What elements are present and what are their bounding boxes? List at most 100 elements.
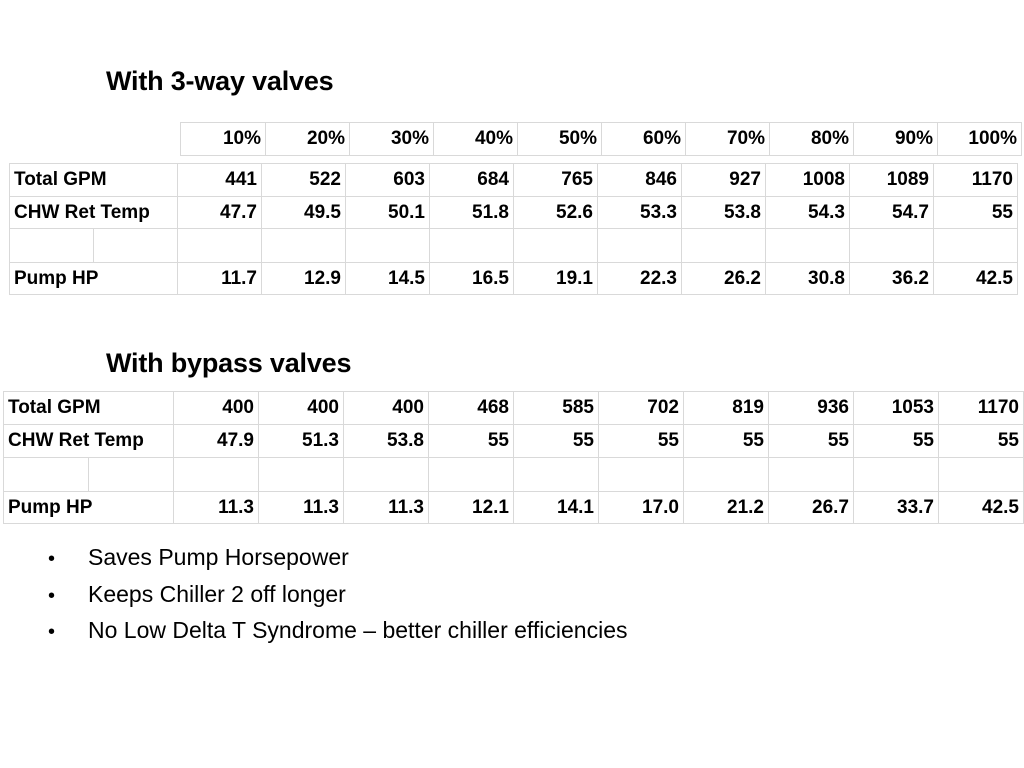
empty-row	[9, 228, 1018, 263]
table-cell: 52.6	[513, 196, 598, 229]
list-item-text: Saves Pump Horsepower	[88, 544, 349, 570]
percent-header-cell: 10%	[180, 122, 266, 156]
table-cell: 400	[258, 391, 344, 425]
table-cell: 684	[429, 163, 514, 197]
percent-header-cell: 80%	[769, 122, 854, 156]
heading-bypass-valves: With bypass valves	[106, 348, 352, 378]
table-cell: 26.2	[681, 262, 766, 295]
empty-cell	[9, 228, 94, 263]
table-cell: 1170	[933, 163, 1018, 197]
table-cell: 1170	[938, 391, 1024, 425]
row-label: Total GPM	[9, 163, 178, 197]
three-way-valves-table: Total GPM 441 522 603 684 765 846 927 10…	[9, 163, 1018, 295]
percent-header-cell: 20%	[265, 122, 350, 156]
benefits-list: • Saves Pump Horsepower • Keeps Chiller 2 …	[48, 540, 628, 650]
table-cell: 927	[681, 163, 766, 197]
empty-cell	[853, 457, 939, 492]
table-cell: 468	[428, 391, 514, 425]
table-row: Pump HP 11.7 12.9 14.5 16.5 19.1 22.3 26…	[9, 262, 1018, 295]
table-cell: 585	[513, 391, 599, 425]
percent-header-cell: 50%	[517, 122, 602, 156]
empty-cell	[3, 457, 89, 492]
table-cell: 11.7	[177, 262, 262, 295]
table-row: CHW Ret Temp 47.9 51.3 53.8 55 55 55 55 …	[3, 424, 1024, 458]
table-cell: 51.3	[258, 424, 344, 458]
bullet-dot-icon: •	[48, 584, 56, 607]
table-cell: 51.8	[429, 196, 514, 229]
table-cell: 21.2	[683, 491, 769, 524]
table-cell: 11.3	[343, 491, 429, 524]
table-cell: 400	[343, 391, 429, 425]
table-cell: 55	[428, 424, 514, 458]
table-row: CHW Ret Temp 47.7 49.5 50.1 51.8 52.6 53…	[9, 196, 1018, 229]
table-cell: 55	[768, 424, 854, 458]
percent-header-cell: 30%	[349, 122, 434, 156]
empty-cell	[261, 228, 346, 263]
table-cell: 1008	[765, 163, 850, 197]
bullet-dot-icon: •	[48, 548, 56, 570]
percent-header-row: 10% 20% 30% 40% 50% 60% 70% 80% 90% 100%	[180, 122, 1022, 156]
empty-cell	[173, 457, 259, 492]
empty-cell	[345, 228, 430, 263]
table-cell: 55	[513, 424, 599, 458]
table-cell: 54.7	[849, 196, 934, 229]
table-cell: 55	[933, 196, 1018, 229]
list-item-text: No Low Delta T Syndrome – better chiller…	[88, 617, 628, 643]
table-cell: 42.5	[938, 491, 1024, 524]
table-cell: 400	[173, 391, 259, 425]
table-cell: 12.9	[261, 262, 346, 295]
heading-3-way-valves: With 3-way valves	[106, 66, 334, 96]
table-cell: 19.1	[513, 262, 598, 295]
empty-cell	[513, 457, 599, 492]
table-cell: 55	[598, 424, 684, 458]
row-label: Total GPM	[3, 391, 174, 425]
percent-header-table: 10% 20% 30% 40% 50% 60% 70% 80% 90% 100%	[180, 122, 1022, 156]
table-cell: 36.2	[849, 262, 934, 295]
row-label: Pump HP	[9, 262, 178, 295]
table-cell: 14.5	[345, 262, 430, 295]
table-cell: 50.1	[345, 196, 430, 229]
table-cell: 54.3	[765, 196, 850, 229]
table-row: Total GPM 441 522 603 684 765 846 927 10…	[9, 163, 1018, 197]
empty-cell	[938, 457, 1024, 492]
empty-cell	[765, 228, 850, 263]
table-cell: 765	[513, 163, 598, 197]
table-cell: 819	[683, 391, 769, 425]
table-cell: 12.1	[428, 491, 514, 524]
table-cell: 1053	[853, 391, 939, 425]
table-cell: 1089	[849, 163, 934, 197]
percent-header-cell: 40%	[433, 122, 518, 156]
percent-header-cell: 90%	[853, 122, 938, 156]
empty-cell	[849, 228, 934, 263]
empty-cell	[768, 457, 854, 492]
empty-cell	[429, 228, 514, 263]
empty-cell	[258, 457, 344, 492]
table-cell: 47.9	[173, 424, 259, 458]
row-label: CHW Ret Temp	[9, 196, 178, 229]
table-cell: 33.7	[853, 491, 939, 524]
empty-cell	[513, 228, 598, 263]
empty-cell	[681, 228, 766, 263]
table-cell: 22.3	[597, 262, 682, 295]
percent-header-cell: 70%	[685, 122, 770, 156]
empty-cell	[597, 228, 682, 263]
empty-row	[3, 457, 1024, 492]
list-item: • Keeps Chiller 2 off longer	[48, 577, 628, 614]
percent-header-cell: 60%	[601, 122, 686, 156]
percent-header-cell: 100%	[937, 122, 1022, 156]
list-item-text: Keeps Chiller 2 off longer	[88, 580, 346, 607]
table-cell: 53.8	[343, 424, 429, 458]
table-cell: 702	[598, 391, 684, 425]
row-label: Pump HP	[3, 491, 174, 524]
bullet-dot-icon: •	[48, 621, 56, 643]
empty-cell	[93, 228, 178, 263]
empty-cell	[428, 457, 514, 492]
table-cell: 522	[261, 163, 346, 197]
list-item: • No Low Delta T Syndrome – better chille…	[48, 613, 628, 650]
table-row: Pump HP 11.3 11.3 11.3 12.1 14.1 17.0 21…	[3, 491, 1024, 524]
empty-cell	[598, 457, 684, 492]
empty-cell	[88, 457, 174, 492]
table-cell: 603	[345, 163, 430, 197]
bypass-valves-table: Total GPM 400 400 400 468 585 702 819 93…	[3, 391, 1024, 524]
empty-cell	[343, 457, 429, 492]
